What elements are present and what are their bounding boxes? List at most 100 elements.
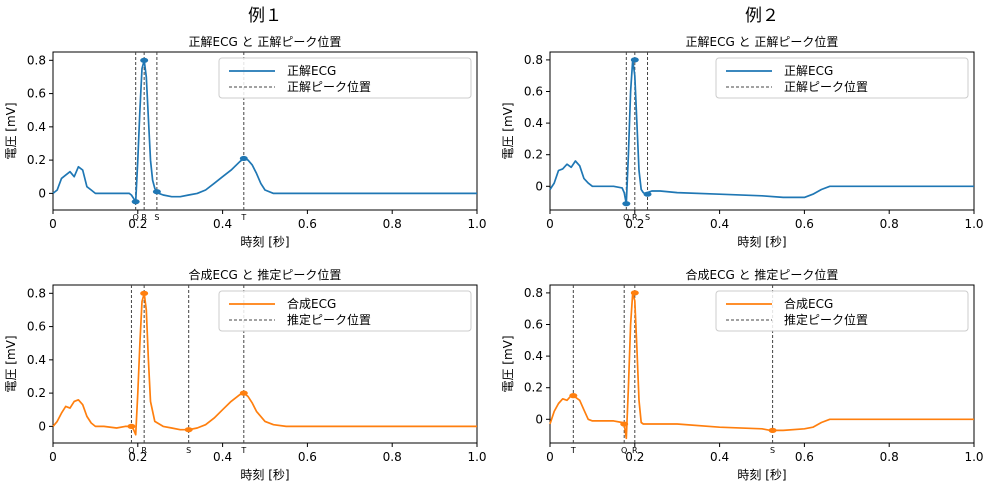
- chart-1-y-tick-label: 0.2: [27, 153, 46, 167]
- chart-2-peak-marker-R: [630, 57, 639, 63]
- chart-1-x-axis-label: 時刻 [秒]: [240, 235, 289, 249]
- chart-3-y-tick-label: 0.4: [27, 353, 46, 367]
- chart-2-x-tick-label: 1.0: [964, 217, 983, 231]
- chart-3-x-tick-label: 0.6: [298, 450, 317, 464]
- chart-3-ecg-line: [52, 292, 477, 436]
- chart-3-x-tick-label: 0.8: [383, 450, 402, 464]
- chart-3-peak-label-Q: Q: [128, 446, 134, 455]
- chart-1-peak-marker-T: [239, 155, 248, 162]
- chart-3-legend-box: [218, 290, 472, 332]
- chart-2-panel: 正解ECG と 正解ピーク位置 0 0.2 0.4 0.6 0.8 1.0 0 0.2 0.4 0.…: [501, 34, 984, 249]
- chart-1-y-tick-label: 0.8: [27, 53, 46, 67]
- chart-4-y-tick-label: 0.8: [524, 286, 543, 300]
- chart-4-x-tick-label: 1.0: [964, 450, 983, 464]
- chart-3-peak-label-R: R: [141, 446, 147, 455]
- chart-4-title: 合成ECG と 推定ピーク位置: [686, 267, 839, 282]
- chart-1-peak-label-T: T: [240, 213, 246, 222]
- chart-2-peak-marker-Q: [622, 201, 631, 207]
- chart-3-y-tick-label: 0.2: [27, 386, 46, 400]
- chart-1-x-tick-label: 0: [49, 217, 57, 231]
- chart-2-legend-box: [715, 57, 969, 99]
- chart-1-peak-marker-S: [152, 189, 161, 195]
- chart-4-x-tick-label: 0.6: [795, 450, 814, 464]
- chart-4-peak-marker-T: [569, 393, 578, 399]
- chart-4-y-tick-label: 0: [535, 412, 543, 426]
- chart-2-x-tick-label: 0.2: [625, 217, 644, 231]
- chart-2-legend-peak-label: 正解ピーク位置: [784, 79, 868, 94]
- chart-3-peak-label-S: S: [186, 446, 191, 455]
- chart-4-peak-marker-R: [630, 290, 639, 296]
- chart-2-peak-label-S: S: [645, 213, 650, 222]
- chart-2-x-tick-label: 0.4: [710, 217, 729, 231]
- chart-3-peak-label-T: T: [240, 446, 246, 455]
- chart-3-y-axis-label: 電圧 [mV]: [4, 335, 18, 392]
- chart-3-x-tick-label: 0: [49, 450, 57, 464]
- chart-3-peak-marker-R: [140, 290, 149, 296]
- chart-2-ecg-line: [549, 59, 974, 205]
- chart-2-peak-label-Q: Q: [623, 213, 629, 222]
- chart-4-peak-label-R: R: [632, 446, 638, 455]
- chart-2-x-tick-label: 0.8: [880, 217, 899, 231]
- chart-1-y-tick-label: 0.4: [27, 120, 46, 134]
- chart-1-legend-peak-label: 正解ピーク位置: [287, 79, 371, 94]
- column-title-example-1: 例１: [248, 6, 282, 26]
- chart-2-y-tick-label: 0.4: [524, 116, 543, 130]
- chart-1-x-tick-label: 0.6: [298, 217, 317, 231]
- chart-4-x-tick-label: 0.8: [880, 450, 899, 464]
- chart-4-y-tick-label: 0.4: [524, 349, 543, 363]
- chart-4-peak-label-Q: Q: [621, 446, 627, 455]
- chart-4-x-axis-label: 時刻 [秒]: [737, 468, 786, 482]
- chart-4-panel: 合成ECG と 推定ピーク位置 0 0.2 0.4 0.6 0.8 1.0 0 0.2 0.4 0.…: [501, 267, 984, 482]
- chart-4-peak-marker-S: [768, 427, 777, 433]
- chart-2-y-tick-label: 0.6: [524, 85, 543, 99]
- chart-3-y-tick-label: 0.8: [27, 286, 46, 300]
- chart-4-x-tick-label: 0: [546, 450, 554, 464]
- chart-4-x-tick-label: 0.2: [625, 450, 644, 464]
- chart-3-x-tick-label: 0.4: [213, 450, 232, 464]
- chart-1-plot-frame: [52, 51, 478, 211]
- chart-1-peak-marker-Q: [131, 199, 140, 205]
- chart-2-peak-label-R: R: [632, 213, 638, 222]
- chart-3-x-tick-label: 0.2: [128, 450, 147, 464]
- chart-4-y-axis-label: 電圧 [mV]: [501, 335, 515, 392]
- chart-3-title: 合成ECG と 推定ピーク位置: [189, 267, 342, 282]
- chart-4-peak-marker-Q: [620, 421, 629, 427]
- chart-4-legend-line-label: 合成ECG: [784, 296, 833, 311]
- chart-2-x-tick-label: 0: [546, 217, 554, 231]
- chart-1-y-tick-label: 0.6: [27, 87, 46, 101]
- chart-3-y-tick-label: 0.6: [27, 320, 46, 334]
- chart-2-peak-marker-S: [643, 191, 652, 197]
- chart-1-y-axis-label: 電圧 [mV]: [4, 102, 18, 159]
- chart-2-legend-line-label: 正解ECG: [784, 64, 833, 78]
- chart-4-y-tick-label: 0.6: [524, 318, 543, 332]
- column-title-example-2: 例２: [745, 6, 779, 26]
- chart-3-plot-frame: [52, 284, 478, 444]
- chart-3-legend-peak-label: 推定ピーク位置: [287, 312, 371, 327]
- chart-2-title: 正解ECG と 正解ピーク位置: [686, 34, 839, 49]
- chart-1-peak-label-R: R: [141, 213, 147, 222]
- chart-4-peak-label-T: T: [570, 446, 576, 455]
- chart-4-y-tick-label: 0.2: [524, 381, 543, 395]
- chart-1-title: 正解ECG と 正解ピーク位置: [189, 34, 342, 49]
- chart-2-plot-frame: [549, 51, 975, 211]
- chart-1-x-tick-label: 0.8: [383, 217, 402, 231]
- chart-2-y-axis-label: 電圧 [mV]: [501, 102, 515, 159]
- chart-2-y-tick-label: 0: [535, 179, 543, 193]
- chart-1-peak-marker-R: [140, 57, 149, 63]
- chart-1-x-tick-label: 0.2: [128, 217, 147, 231]
- chart-3-peak-marker-S: [184, 427, 193, 433]
- chart-3-x-tick-label: 1.0: [467, 450, 486, 464]
- chart-3-legend-line-label: 合成ECG: [287, 296, 336, 311]
- chart-4-legend-box: [715, 290, 969, 332]
- chart-3-peak-marker-Q: [127, 423, 136, 429]
- chart-2-x-axis-label: 時刻 [秒]: [737, 235, 786, 249]
- chart-4-peak-label-S: S: [770, 446, 775, 455]
- chart-1-panel: 正解ECG と 正解ピーク位置 0 0.2 0.4 0.6 0.8 1.0 0 0.2 0.4 0.…: [4, 34, 487, 249]
- chart-2-x-tick-label: 0.6: [795, 217, 814, 231]
- chart-1-legend-box: [218, 57, 472, 99]
- chart-1-x-tick-label: 1.0: [467, 217, 486, 231]
- chart-2-y-tick-label: 0.2: [524, 148, 543, 162]
